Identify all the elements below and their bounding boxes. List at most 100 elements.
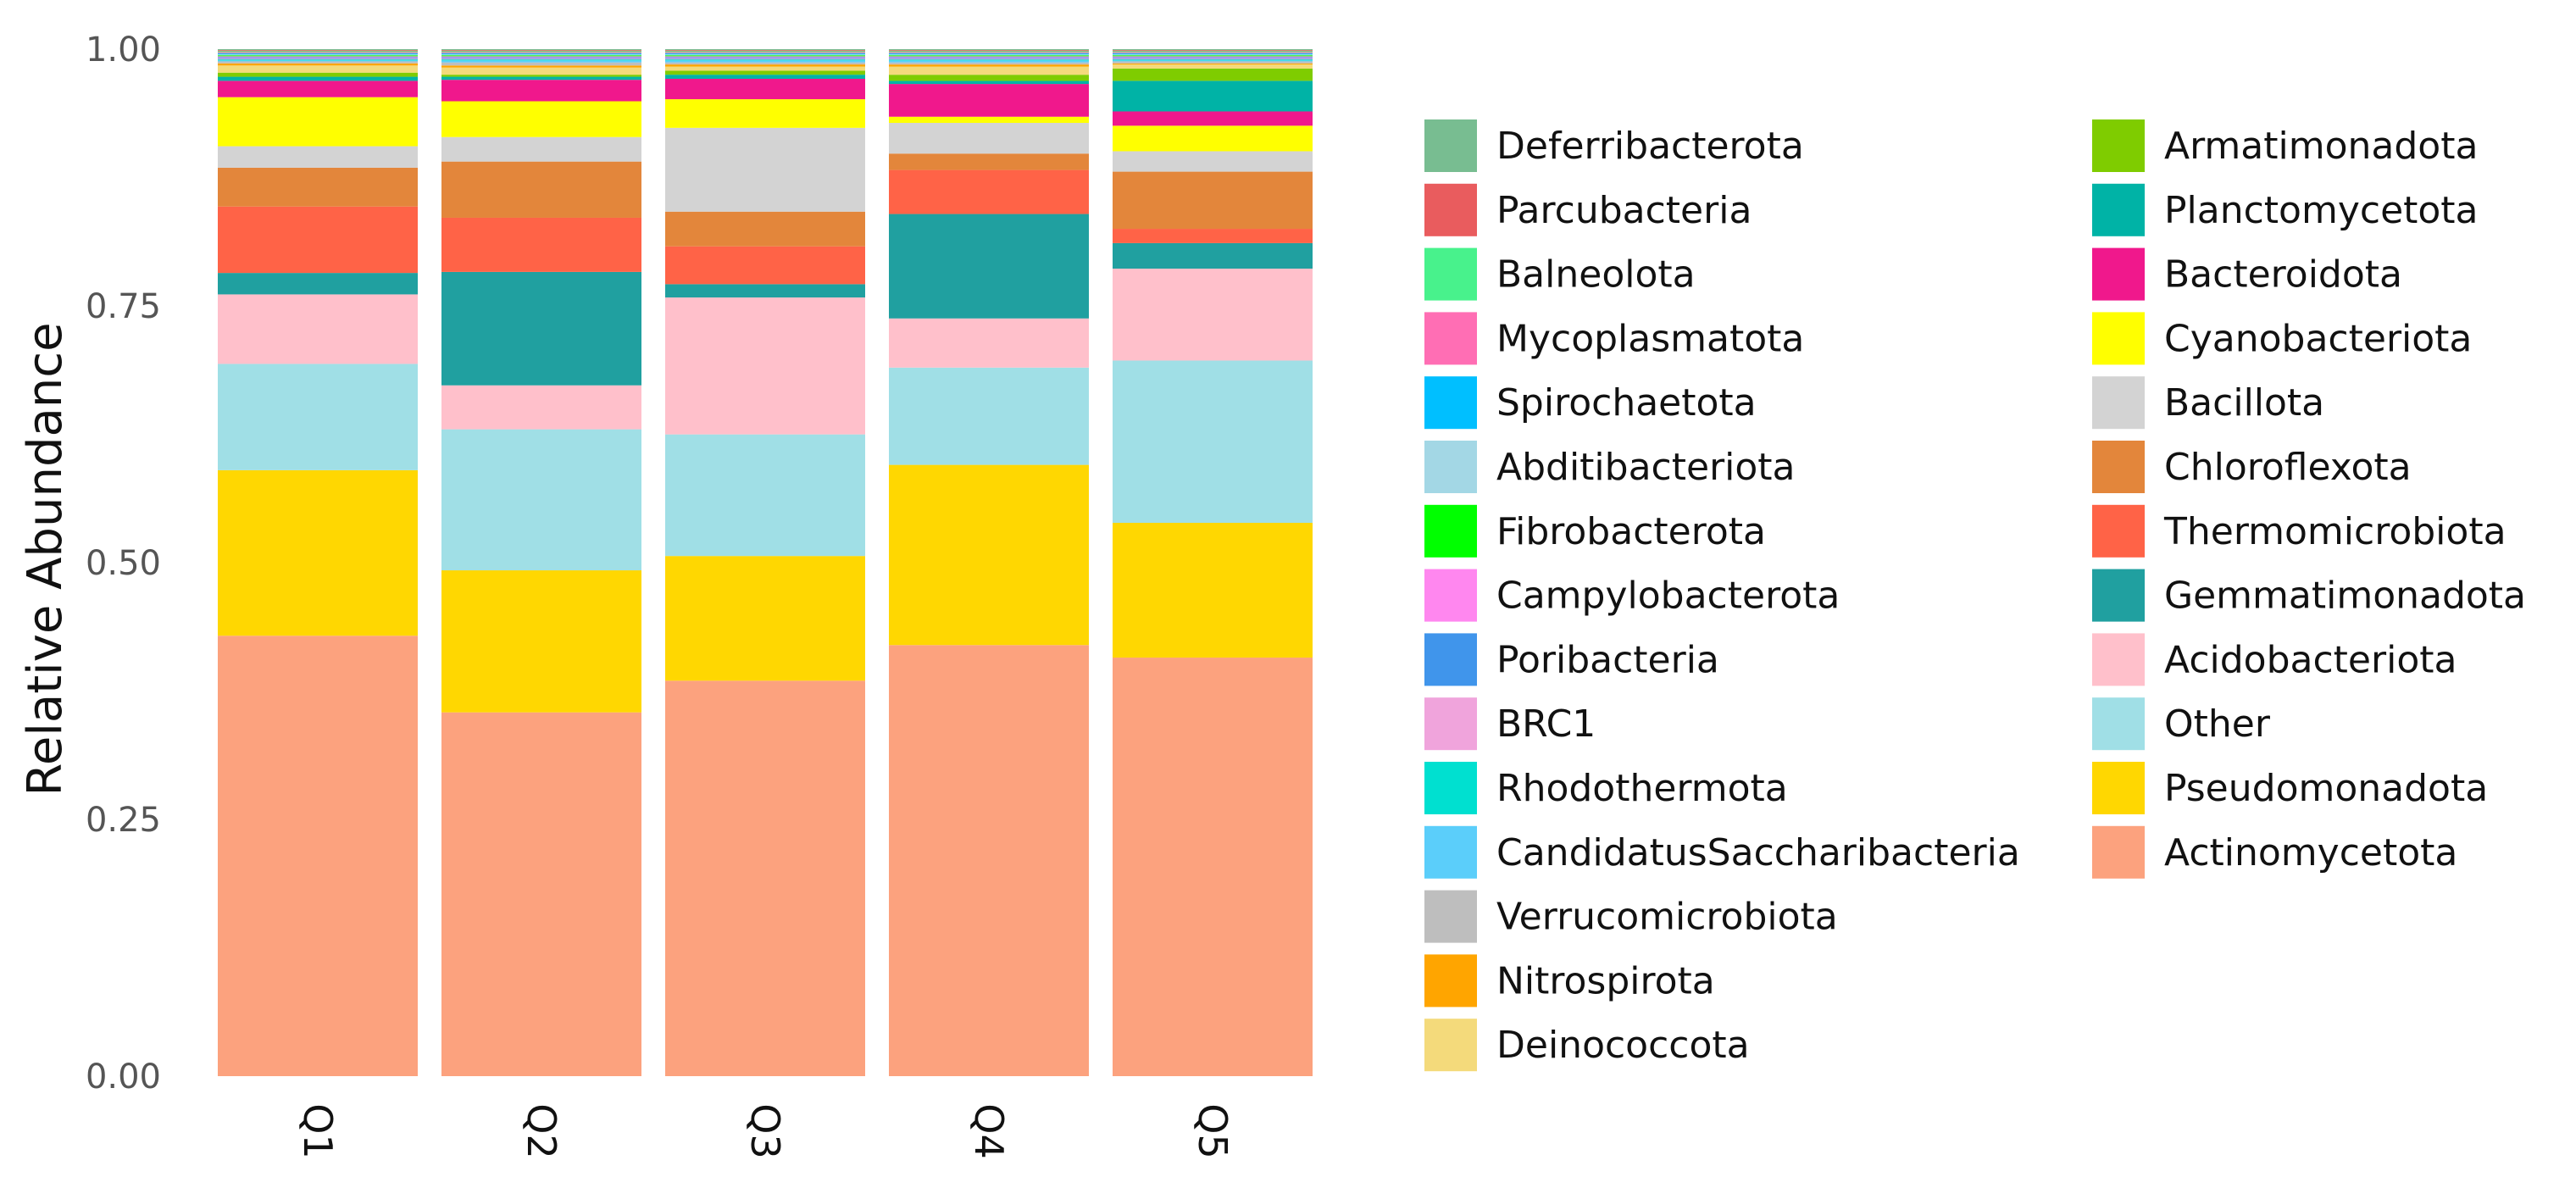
bar-segment-q3-candidatussaccharibacteria bbox=[665, 60, 865, 63]
bar-segment-q5-abditibacteriota bbox=[1113, 54, 1313, 56]
legend-label: Actinomycetota bbox=[2164, 831, 2457, 874]
legend-key bbox=[1423, 310, 1479, 367]
bar-segment-q2-chloroflexota bbox=[441, 161, 641, 218]
bar-segment-q1-chloroflexota bbox=[218, 167, 418, 207]
legend-key bbox=[2090, 375, 2146, 431]
bar-segment-q5-planctomycetota bbox=[1113, 80, 1313, 112]
bar-segment-q3-spirochaetota bbox=[665, 53, 865, 55]
bar-segment-q4-pseudomonadota bbox=[889, 464, 1089, 646]
legend-label: CandidatusSaccharibacteria bbox=[1496, 831, 2020, 874]
legend-item: Verrucomicrobiota bbox=[1423, 888, 1838, 945]
legend-key bbox=[1423, 567, 1479, 624]
bar-segment-q4-balneolota bbox=[889, 51, 1089, 53]
bar-segment-q2-fibrobacterota bbox=[441, 55, 641, 57]
bar-segment-q2-balneolota bbox=[441, 51, 641, 53]
bar-segment-q5-balneolota bbox=[1113, 51, 1313, 53]
legend-label: Planctomycetota bbox=[2164, 189, 2479, 232]
bar-segment-q3-brc1 bbox=[665, 58, 865, 60]
bar-segment-q3-thermomicrobiota bbox=[665, 246, 865, 285]
legend-label: Bacteroidota bbox=[2164, 253, 2402, 297]
x-tick-label: Q4 bbox=[966, 1103, 1012, 1158]
legend-item: Acidobacteriota bbox=[2090, 631, 2457, 688]
y-axis: 0.00 0.25 0.50 0.75 1.00 bbox=[86, 31, 161, 1096]
bar-segment-q2-pseudomonadota bbox=[441, 570, 641, 713]
bar-segment-q4-campylobacterota bbox=[889, 56, 1089, 58]
y-tick-label: 0.00 bbox=[86, 1058, 161, 1096]
legend-item: Poribacteria bbox=[1423, 631, 1719, 688]
bar-segment-q5-pseudomonadota bbox=[1113, 523, 1313, 658]
bar-segment-q4-chloroflexota bbox=[889, 153, 1089, 170]
legend-label: Pseudomonadota bbox=[2164, 767, 2488, 810]
y-tick-label: 0.75 bbox=[86, 287, 161, 326]
bar-segment-q1-balneolota bbox=[218, 51, 418, 53]
legend-item: Parcubacteria bbox=[1423, 181, 1752, 238]
bar-segment-q4-candidatussaccharibacteria bbox=[889, 60, 1089, 63]
bar-segment-q4-other bbox=[889, 367, 1089, 465]
bar-segment-q3-verrucomicrobiota bbox=[665, 62, 865, 65]
legend-key bbox=[2090, 439, 2146, 495]
bar-segment-q3-balneolota bbox=[665, 51, 865, 53]
legend-label: Acidobacteriota bbox=[2164, 638, 2457, 681]
bar-segment-q1-deferribacterota bbox=[218, 49, 418, 51]
bar-segment-q2-brc1 bbox=[441, 58, 641, 60]
bar-segment-q1-candidatussaccharibacteria bbox=[218, 60, 418, 62]
legend-key bbox=[1423, 631, 1479, 688]
legend-key bbox=[1423, 439, 1479, 495]
bar-segment-q5-gemmatimonadota bbox=[1113, 242, 1313, 269]
legend-item: Actinomycetota bbox=[2090, 824, 2457, 880]
x-tick-label: Q3 bbox=[742, 1103, 788, 1158]
bar-segment-q4-gemmatimonadota bbox=[889, 214, 1089, 319]
bar-segment-q5-bacteroidota bbox=[1113, 111, 1313, 126]
legend-item: Bacillota bbox=[2090, 375, 2324, 431]
bar-segment-q2-planctomycetota bbox=[441, 76, 641, 80]
bar-segment-q5-actinomycetota bbox=[1113, 658, 1313, 1076]
bar-segment-q2-gemmatimonadota bbox=[441, 271, 641, 386]
legend-item: Bacteroidota bbox=[2090, 246, 2402, 303]
bar-segment-q4-cyanobacteriota bbox=[889, 116, 1089, 124]
bar-segment-q5-brc1 bbox=[1113, 58, 1313, 60]
bar-segment-q5-verrucomicrobiota bbox=[1113, 61, 1313, 64]
bar-segment-q5-chloroflexota bbox=[1113, 171, 1313, 230]
y-tick-label: 1.00 bbox=[86, 31, 161, 69]
legend-label: Fibrobacterota bbox=[1496, 510, 1766, 553]
x-tick-label: Q5 bbox=[1190, 1103, 1235, 1158]
legend-label: Nitrospirota bbox=[1496, 959, 1715, 1002]
bar-segment-q2-verrucomicrobiota bbox=[441, 62, 641, 66]
legend-item: Fibrobacterota bbox=[1423, 502, 1766, 559]
legend-item: Gemmatimonadota bbox=[2090, 567, 2526, 624]
bar-segment-q4-parcubacteria bbox=[889, 50, 1089, 52]
x-axis: Q1 Q2 Q3 Q4 Q5 bbox=[295, 1103, 1235, 1158]
legend-item: Other bbox=[2090, 696, 2271, 752]
legend-key bbox=[1423, 118, 1479, 174]
bar-segment-q4-brc1 bbox=[889, 58, 1089, 60]
bar-segment-q5-parcubacteria bbox=[1113, 50, 1313, 52]
legend-label: Campylobacterota bbox=[1496, 575, 1840, 618]
bar-segment-q3-nitrospirota bbox=[665, 64, 865, 67]
legend-label: Deferribacterota bbox=[1496, 125, 1804, 168]
legend-key bbox=[1423, 952, 1479, 1009]
bar-segment-q5-bacillota bbox=[1113, 151, 1313, 172]
bar-segment-q5-armatimonadota bbox=[1113, 68, 1313, 81]
legend-label: Thermomicrobiota bbox=[2163, 510, 2507, 553]
bar-segment-q2-bacillota bbox=[441, 136, 641, 162]
bar-segment-q1-cyanobacteriota bbox=[218, 97, 418, 147]
bar-segment-q1-verrucomicrobiota bbox=[218, 61, 418, 64]
legend-item: Abditibacteriota bbox=[1423, 439, 1796, 495]
bar-segment-q4-fibrobacterota bbox=[889, 55, 1089, 57]
bar-segment-q4-armatimonadota bbox=[889, 75, 1089, 81]
legend-key bbox=[1423, 502, 1479, 559]
legend-item: Cyanobacteriota bbox=[2090, 310, 2472, 367]
legend-key bbox=[1423, 696, 1479, 752]
bar-segment-q3-pseudomonadota bbox=[665, 556, 865, 681]
legend-item: Campylobacterota bbox=[1423, 567, 1840, 624]
legend-label: Gemmatimonadota bbox=[2164, 575, 2526, 618]
bar-segment-q1-brc1 bbox=[218, 58, 418, 60]
legend-item: Planctomycetota bbox=[2090, 181, 2479, 238]
legend: Deferribacterota Parcubacteria Balneolota M… bbox=[1423, 118, 2526, 1074]
bar-segment-q5-campylobacterota bbox=[1113, 56, 1313, 58]
legend-key bbox=[2090, 310, 2146, 367]
legend-key bbox=[1423, 181, 1479, 238]
bar-segment-q4-nitrospirota bbox=[889, 64, 1089, 67]
bar-segment-q3-deinococcota bbox=[665, 66, 865, 71]
bar-segment-q1-thermomicrobiota bbox=[218, 206, 418, 274]
